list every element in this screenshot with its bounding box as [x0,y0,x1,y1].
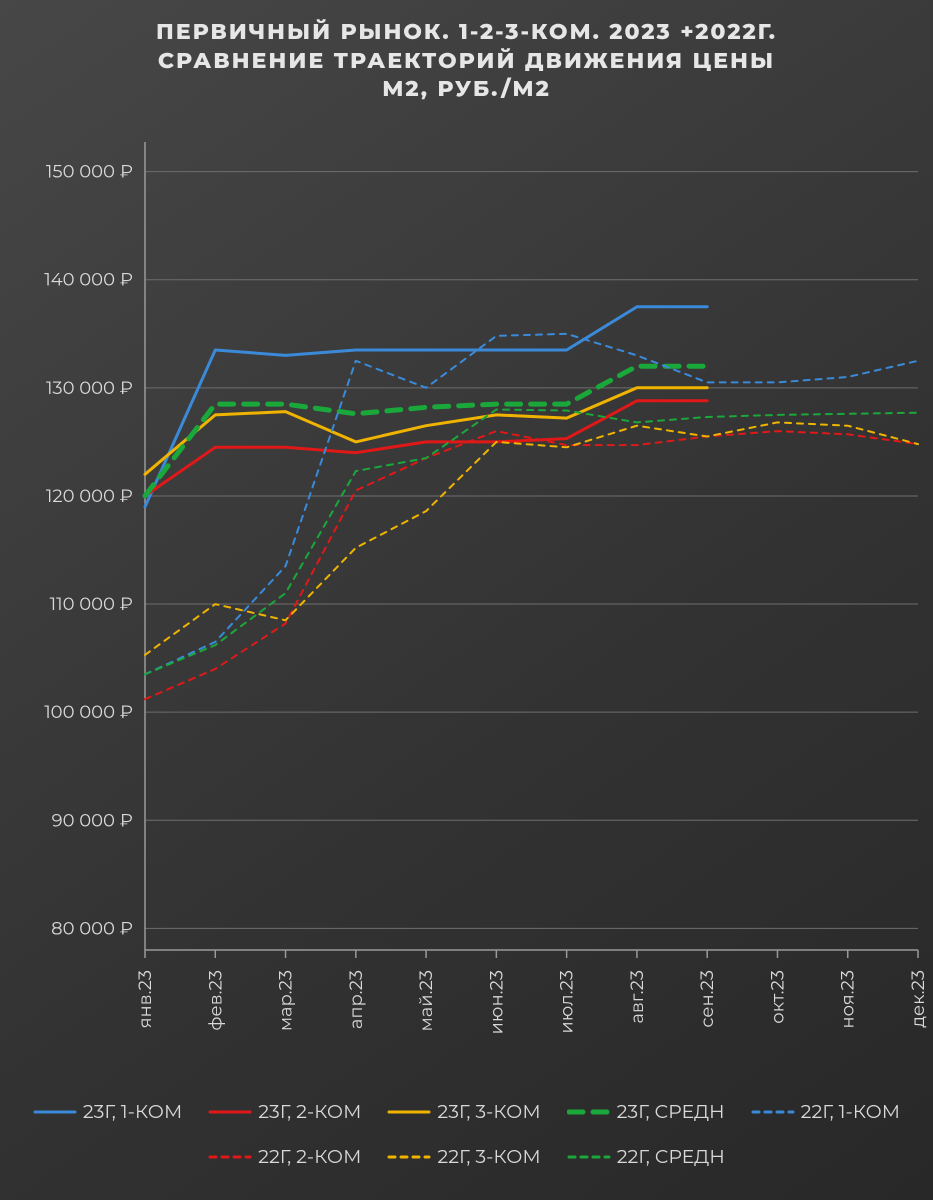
legend-label: 22Г, 3-КОМ [437,1145,540,1168]
legend-swatch-s22-3 [387,1147,431,1167]
legend-label: 22Г, 2-КОМ [258,1145,361,1168]
x-tick-label: окт.23 [766,970,788,1024]
x-tick-label: июн.23 [485,970,507,1034]
legend-label: 23Г, 1-КОМ [83,1100,182,1123]
y-tick-label: 80 000 ₽ [51,917,133,939]
x-tick-label: ноя.23 [837,970,859,1029]
y-tick-label: 110 000 ₽ [50,593,133,615]
x-tick-label: июл.23 [556,970,578,1034]
legend-item-s22-avg: 22Г, СРЕДН [567,1145,725,1168]
x-tick-label: сен.23 [696,970,718,1028]
y-tick-label: 140 000 ₽ [44,269,133,291]
series-s22-avg [145,410,918,675]
legend-label: 23Г, СРЕДН [617,1100,725,1123]
legend-swatch-s23-avg [567,1102,611,1122]
legend-item-s23-1: 23Г, 1-КОМ [33,1100,182,1123]
x-tick-label: дек.23 [907,970,929,1028]
x-tick-label: мар.23 [275,970,297,1031]
legend-swatch-s23-3 [387,1102,431,1122]
x-tick-label: апр.23 [345,970,367,1029]
x-tick-label: май.23 [415,970,437,1031]
legend-label: 22Г, 1-КОМ [801,1100,900,1123]
y-tick-label: 130 000 ₽ [46,377,133,399]
legend-item-s22-2: 22Г, 2-КОМ [208,1145,361,1168]
x-tick-label: авг.23 [626,970,648,1024]
legend-item-s23-avg: 23Г, СРЕДН [567,1100,725,1123]
series-s22-1 [145,334,918,675]
y-tick-label: 150 000 ₽ [46,161,133,183]
legend-label: 23Г, 3-КОМ [437,1100,540,1123]
legend-item-s23-3: 23Г, 3-КОМ [387,1100,540,1123]
legend-swatch-s22-2 [208,1147,252,1167]
legend-swatch-s22-1 [751,1102,795,1122]
series-s22-3 [145,422,918,655]
gridlines [145,172,918,929]
legend-item-s22-3: 22Г, 3-КОМ [387,1145,540,1168]
y-tick-label: 120 000 ₽ [46,485,133,507]
y-tick-label: 100 000 ₽ [44,701,133,723]
legend-swatch-s23-1 [33,1102,77,1122]
chart-legend: 23Г, 1-КОМ 23Г, 2-КОМ 23Г, 3-КОМ 23Г, СРЕДН… [0,1100,933,1182]
legend-item-s23-2: 23Г, 2-КОМ [208,1100,361,1123]
legend-swatch-s22-avg [567,1147,611,1167]
x-tick-label: фев.23 [204,970,226,1031]
legend-swatch-s23-2 [208,1102,252,1122]
legend-label: 22Г, СРЕДН [617,1145,725,1168]
series-s22-2 [145,431,918,699]
chart-container: ПЕРВИЧНЫЙ РЫНОК. 1-2-3-КОМ. 2023 +2022Г.… [0,0,933,1200]
legend-label: 23Г, 2-КОМ [258,1100,361,1123]
line-chart: 80 000 ₽ 90 000 ₽ 100 000 ₽ 110 000 ₽ 120 00… [0,0,933,1200]
legend-item-s22-1: 22Г, 1-КОМ [751,1100,900,1123]
x-tick-label: янв.23 [134,970,156,1028]
y-tick-label: 90 000 ₽ [52,809,133,831]
